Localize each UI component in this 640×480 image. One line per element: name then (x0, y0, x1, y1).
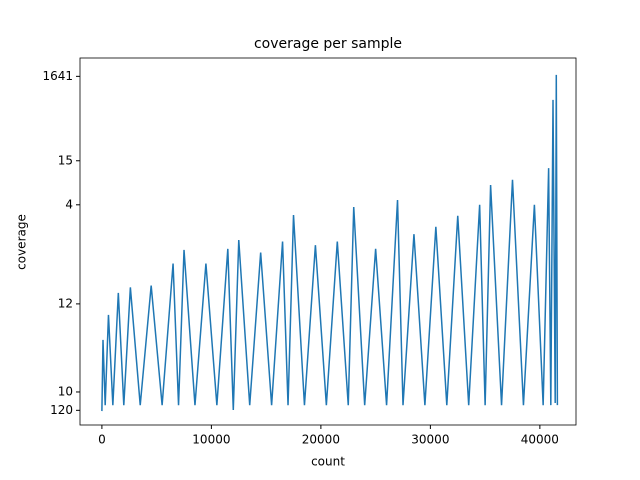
y-tick-label: 15 (58, 153, 73, 167)
x-tick-label: 30000 (411, 433, 449, 447)
y-tick-label: 4 (65, 197, 73, 211)
chart-title: coverage per sample (254, 36, 402, 52)
x-axis-label: count (311, 455, 345, 469)
y-tick-label: 120 (50, 403, 73, 417)
y-axis-label: coverage (15, 214, 29, 270)
x-tick-label: 20000 (302, 433, 340, 447)
plot-frame (79, 57, 577, 426)
y-tick-label: 1641 (42, 69, 73, 83)
x-tick-label: 40000 (521, 433, 559, 447)
data-line (101, 74, 559, 412)
x-tick-label: 0 (98, 433, 106, 447)
y-tick-label: 10 (58, 384, 73, 398)
x-tick-label: 10000 (192, 433, 230, 447)
y-tick-label: 12 (58, 296, 73, 310)
